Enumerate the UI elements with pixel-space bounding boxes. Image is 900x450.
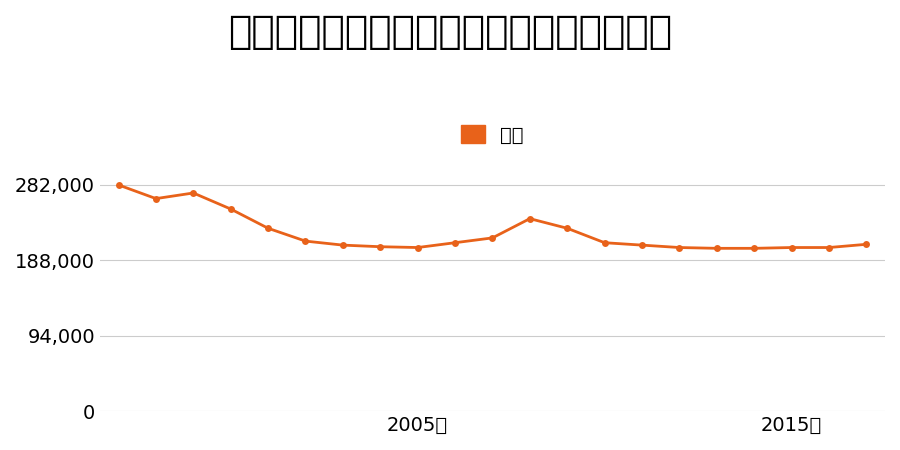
- Text: 東京都足立区舎人一丁目１番２の地価推移: 東京都足立区舎人一丁目１番２の地価推移: [228, 14, 672, 51]
- Legend: 価格: 価格: [454, 117, 531, 153]
